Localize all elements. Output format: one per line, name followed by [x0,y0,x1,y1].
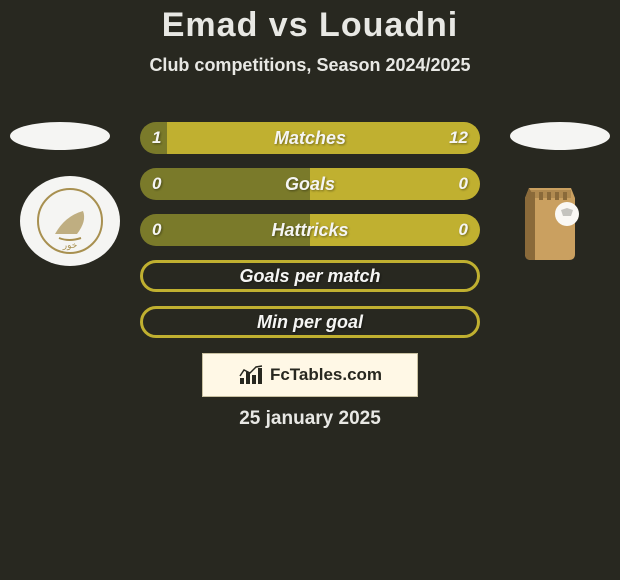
stat-bar-hattricks: 0 0 Hattricks [140,214,480,246]
fctables-badge: FcTables.com [202,353,418,397]
bar-label: Min per goal [257,312,363,333]
stat-bars: 1 12 Matches 0 0 Goals 0 0 Hattricks Goals per ma… [140,122,480,352]
bar-value-left: 1 [152,128,161,148]
bar-value-right: 12 [449,128,468,148]
fctables-text: FcTables.com [270,365,382,385]
stat-bar-min-per-goal: Min per goal [140,306,480,338]
club-right-icon [511,178,589,264]
club-logo-right [500,176,600,266]
page-title: Emad vs Louadni [0,0,620,45]
svg-text:خور: خور [62,240,78,251]
left-ellipse [10,122,110,150]
bar-label: Matches [274,128,346,149]
bar-value-left: 0 [152,174,161,194]
bar-label: Goals [285,174,335,195]
bar-value-right: 0 [459,220,468,240]
date-label: 25 january 2025 [0,408,620,430]
stat-bar-matches: 1 12 Matches [140,122,480,154]
subtitle: Club competitions, Season 2024/2025 [0,55,620,76]
bar-value-right: 0 [459,174,468,194]
stat-bar-goals-per-match: Goals per match [140,260,480,292]
bar-value-left: 0 [152,220,161,240]
club-left-icon: خور [35,186,105,256]
chart-icon [238,364,264,386]
bar-label: Hattricks [271,220,348,241]
club-logo-left: خور [20,176,120,266]
stat-bar-goals: 0 0 Goals [140,168,480,200]
bar-fill-right [310,168,480,200]
right-ellipse [510,122,610,150]
bar-label: Goals per match [239,266,380,287]
